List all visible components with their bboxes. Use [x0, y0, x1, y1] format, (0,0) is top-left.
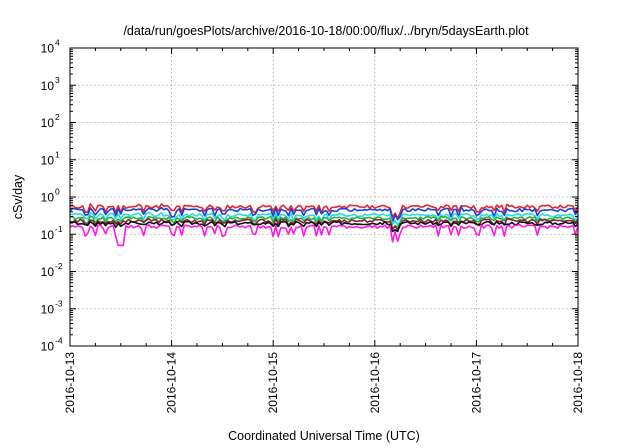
- series-line: [69, 223, 579, 247]
- y-tick-label: 10: [41, 42, 55, 56]
- x-tick-labels: 2016-10-13 2016-10-14 2016-10-15 2016-10-16…: [63, 352, 585, 414]
- grid-layer: [70, 48, 578, 346]
- y-tick-label: 10: [41, 302, 55, 316]
- series-line: [69, 205, 579, 223]
- y-tick-exponent: 1: [55, 149, 60, 159]
- y-tick-exponent: -3: [55, 298, 63, 308]
- chart-title: /data/run/goesPlots/archive/2016-10-18/0…: [123, 24, 529, 38]
- y-tick-exponent: 2: [55, 112, 60, 122]
- y-tick-exponent: 4: [55, 38, 60, 48]
- series-line: [69, 211, 579, 226]
- x-tick-label: 2016-10-13: [63, 352, 77, 414]
- x-tick-label: 2016-10-14: [165, 352, 179, 414]
- x-axis-label: Coordinated Universal Time (UTC): [228, 429, 420, 443]
- y-tick-label: 10: [41, 153, 55, 167]
- series-line: [69, 203, 579, 220]
- y-tick-exponent: -4: [55, 336, 63, 346]
- tick-layer: [69, 47, 579, 347]
- x-tick-label: 2016-10-15: [266, 352, 280, 414]
- y-tick-exponent: 0: [55, 187, 60, 197]
- series-layer: [69, 203, 579, 247]
- x-tick-label: 2016-10-18: [571, 352, 585, 414]
- y-tick-exponent: -2: [55, 261, 63, 271]
- y-tick-label: 10: [41, 191, 55, 205]
- y-tick-exponent: 3: [55, 75, 60, 85]
- y-tick-label: 10: [41, 340, 55, 354]
- x-tick-label: 2016-10-16: [368, 352, 382, 414]
- y-tick-exponent: -1: [55, 224, 63, 234]
- y-tick-label: 10: [41, 265, 55, 279]
- y-tick-label: 10: [41, 228, 55, 242]
- series-line: [69, 220, 579, 233]
- y-tick-label: 10: [41, 116, 55, 130]
- x-tick-label: 2016-10-17: [469, 352, 483, 414]
- y-axis-label: cSv/day: [11, 174, 25, 219]
- y-tick-label: 10: [41, 79, 55, 93]
- series-line: [69, 215, 579, 230]
